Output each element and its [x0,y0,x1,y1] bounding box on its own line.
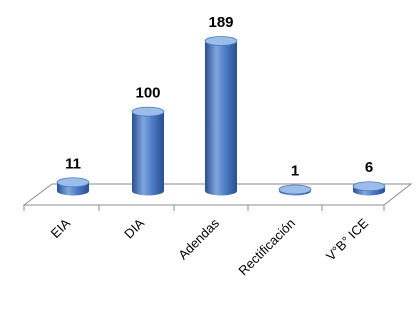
data-label: 100 [135,85,160,102]
category-label: Rectificación [235,216,298,279]
bar [204,36,238,196]
data-label: 189 [208,14,233,31]
category-label: Adendas [175,215,222,262]
data-label: 1 [291,163,299,180]
data-label: 11 [65,155,81,172]
bar [352,181,386,196]
category-label: V°B° ICE [323,215,371,263]
bars-group [56,36,386,196]
category-label: EIA [48,215,74,241]
category-label: DIA [121,215,147,241]
bar [131,106,165,196]
data-labels-group: 11 100 189 1 6 [65,14,373,180]
category-labels-group: EIA DIA Adendas Rectificación V°B° ICE [48,215,372,278]
data-label: 6 [365,159,373,176]
bar [278,184,312,196]
bar [56,177,90,196]
